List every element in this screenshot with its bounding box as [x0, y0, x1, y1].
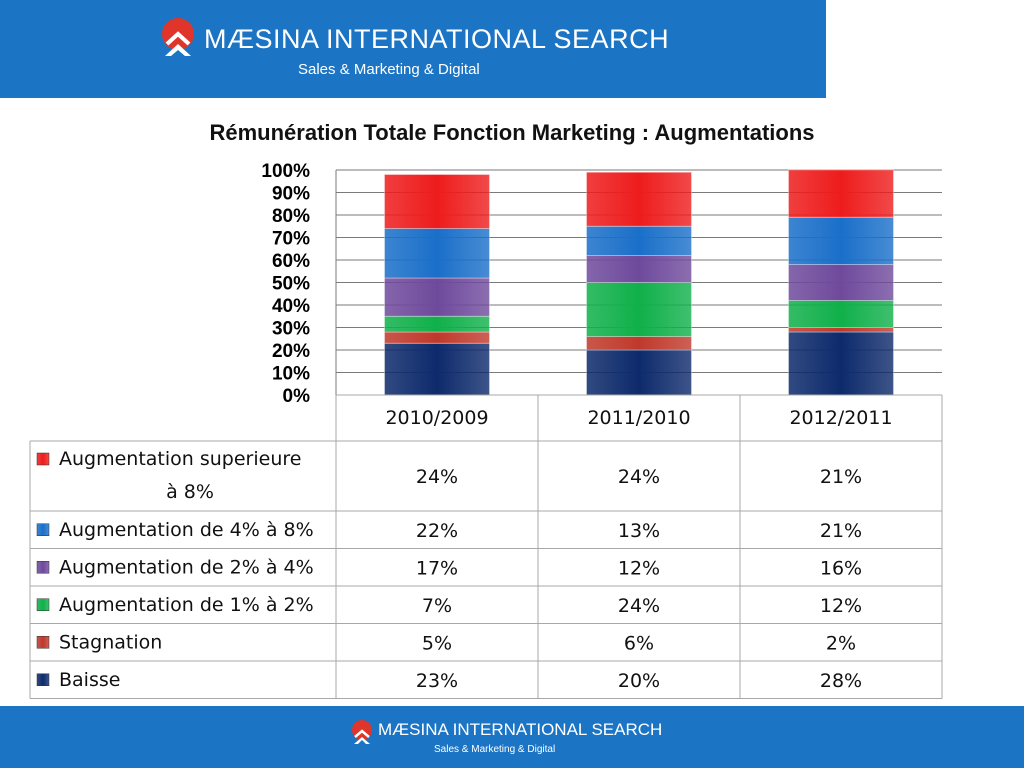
footer-banner	[0, 706, 1024, 768]
footer-tagline: Sales & Marketing & Digital	[434, 744, 556, 755]
y-tick-label: 50%	[272, 274, 310, 295]
bar-segment	[384, 174, 490, 229]
bar-segment	[384, 331, 490, 344]
data-label: 17%	[416, 557, 458, 579]
chart-title: Rémunération Totale Fonction Marketing :…	[209, 120, 815, 145]
y-tick-label: 20%	[272, 341, 310, 362]
data-label: 22%	[416, 520, 458, 542]
bar-segment	[586, 349, 692, 396]
data-label: 5%	[422, 632, 452, 654]
data-label: 24%	[618, 595, 660, 617]
legend-label: Baisse	[59, 669, 120, 691]
y-tick-label: 60%	[272, 251, 310, 272]
bar-segment	[384, 228, 490, 279]
legend-label: Augmentation superieure	[59, 448, 301, 470]
bar-segment	[788, 264, 894, 301]
bar-segment	[586, 255, 692, 283]
bar-segment	[788, 300, 894, 328]
legend-key	[36, 561, 50, 574]
bar-segment	[586, 282, 692, 337]
footer-brand-name: MÆSINA INTERNATIONAL SEARCH	[378, 720, 663, 739]
header-brand-name: MÆSINA INTERNATIONAL SEARCH	[204, 24, 670, 54]
legend-label: Augmentation de 2% à 4%	[59, 556, 314, 578]
data-label: 13%	[618, 520, 660, 542]
header-logo-icon	[162, 18, 194, 56]
data-label: 24%	[618, 466, 660, 488]
data-label: 6%	[624, 632, 654, 654]
data-label: 16%	[820, 557, 862, 579]
bar-segment	[788, 169, 894, 218]
legend-key	[36, 452, 50, 466]
legend-key	[36, 636, 50, 649]
data-label: 20%	[618, 670, 660, 692]
data-label: 23%	[416, 670, 458, 692]
data-label: 12%	[618, 557, 660, 579]
category-label: 2011/2010	[587, 407, 690, 429]
bar-segment	[384, 342, 490, 396]
data-label: 12%	[820, 595, 862, 617]
y-tick-label: 100%	[261, 161, 310, 182]
legend-label: Augmentation de 1% à 2%	[59, 594, 314, 616]
legend-label: à 8%	[166, 481, 214, 503]
legend-label: Augmentation de 4% à 8%	[59, 519, 314, 541]
y-tick-label: 70%	[272, 229, 310, 250]
bar-segment	[586, 171, 692, 227]
y-tick-label: 40%	[272, 296, 310, 317]
category-label: 2010/2009	[385, 407, 488, 429]
data-label: 21%	[820, 466, 862, 488]
legend-key	[36, 673, 50, 686]
data-label: 7%	[422, 595, 452, 617]
y-tick-label: 90%	[272, 184, 310, 205]
data-label: 21%	[820, 520, 862, 542]
legend-key	[36, 598, 50, 611]
stacked-bar-chart: 0%10%20%30%40%50%60%70%80%90%100%2010/20…	[29, 161, 943, 699]
y-tick-label: 0%	[283, 386, 311, 407]
bar-segment	[384, 277, 490, 317]
bar-segment	[788, 327, 894, 333]
y-tick-label: 80%	[272, 206, 310, 227]
bar-segment	[586, 225, 692, 256]
bar-segment	[788, 216, 894, 265]
data-label: 2%	[826, 632, 856, 654]
y-tick-label: 10%	[272, 364, 310, 385]
bar-segment	[788, 331, 894, 396]
data-label: 28%	[820, 670, 862, 692]
data-label: 24%	[416, 466, 458, 488]
footer-logo-icon	[352, 720, 372, 744]
category-label: 2012/2011	[789, 407, 892, 429]
bar-segment	[586, 336, 692, 351]
legend-label: Stagnation	[59, 631, 162, 653]
bar-segment	[384, 315, 490, 333]
header-banner	[0, 0, 826, 98]
y-tick-label: 30%	[272, 319, 310, 340]
legend-key	[36, 523, 50, 536]
header-tagline: Sales & Marketing & Digital	[298, 61, 480, 78]
